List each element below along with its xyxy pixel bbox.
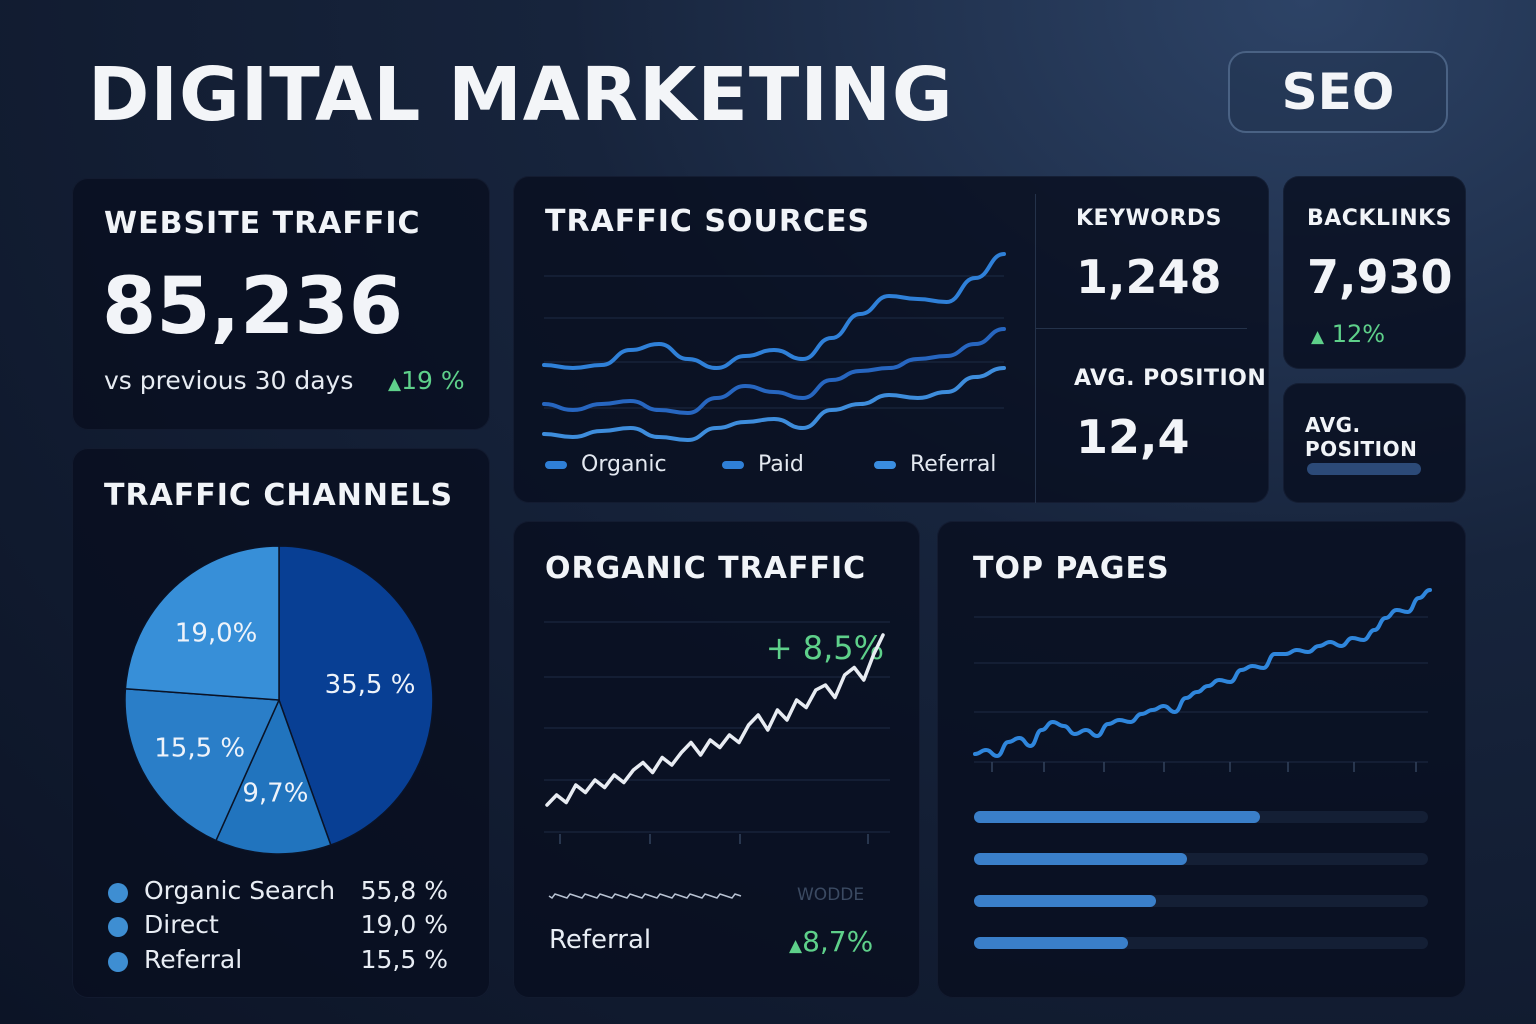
top-page-bar-fill [974, 895, 1156, 907]
legend-referral-label: Referral [910, 452, 997, 477]
website-traffic-change-value: 19 % [401, 366, 465, 395]
traffic-sources-title: TRAFFIC SOURCES [545, 204, 871, 239]
pie-slice [124, 687, 281, 842]
website-traffic-title: WEBSITE TRAFFIC [104, 206, 421, 241]
legend-paid: Paid [722, 452, 804, 477]
legend-referral: Referral [874, 452, 996, 477]
channel-dot [108, 883, 128, 903]
top-page-bar-fill [974, 853, 1188, 865]
referral-sparkline [548, 893, 742, 900]
organic-referral-change-value: 8,7% [802, 925, 874, 958]
traffic-channels-title: TRAFFIC CHANNELS [104, 478, 454, 513]
keywords-position-title: AVG. POSITION [1074, 366, 1267, 391]
pie-slice [124, 545, 280, 701]
legend-organic-swatch [545, 460, 567, 469]
pie-slice [215, 697, 332, 855]
series-line-organic [542, 252, 1006, 371]
keywords-title: KEYWORDS [1076, 206, 1223, 231]
channel-pct: 15,5 % [360, 945, 448, 974]
pie-slice-label: 9,7% [242, 778, 308, 808]
avg-position-title: AVG. POSITION [1305, 413, 1418, 461]
channel-pct: 55,8 % [360, 876, 448, 905]
keywords-divider [1035, 194, 1036, 503]
up-arrow-icon: ▲ [388, 374, 402, 394]
channel-dot [108, 952, 128, 972]
traffic-sources-card: TRAFFIC SOURCES KEYWORDS 1,248 AVG. POSI… [513, 176, 1269, 503]
channel-pct: 19,0 % [360, 910, 448, 939]
top-page-bar [974, 937, 1428, 949]
keywords-hdivider [1035, 328, 1247, 329]
top-page-bar-fill [974, 811, 1261, 823]
organic-referral-change: ▲8,7% [789, 925, 873, 958]
backlinks-card: BACKLINKS 7,930 ▲ 12% [1283, 176, 1466, 369]
channel-name: Direct [144, 910, 219, 939]
organic-traffic-change: + 8,5% [765, 629, 884, 667]
seo-badge[interactable]: SEO [1228, 51, 1448, 133]
channel-name: Referral [144, 945, 243, 974]
series-line-referral [542, 366, 1006, 443]
legend-referral-swatch [874, 460, 896, 469]
pie-slice-label: 19,0% [175, 618, 258, 648]
backlinks-title: BACKLINKS [1307, 206, 1452, 231]
pie-slice [278, 545, 434, 846]
website-traffic-caption: vs previous 30 days [104, 366, 354, 395]
legend-organic-label: Organic [581, 452, 667, 477]
legend-organic: Organic [545, 452, 667, 477]
page-title: DIGITAL MARKETING [88, 52, 954, 138]
organic-traffic-title: ORGANIC TRAFFIC [545, 551, 867, 586]
backlinks-change-value: 12% [1331, 320, 1386, 348]
pie-slice-label: 35,5 % [325, 670, 416, 700]
top-page-bar-fill [974, 937, 1129, 949]
up-arrow-icon: ▲ [789, 936, 803, 956]
website-traffic-value: 85,236 [102, 262, 403, 352]
top-page-bar [974, 811, 1428, 823]
top-page-bar [974, 853, 1428, 865]
top-pages-title: TOP PAGES [973, 551, 1170, 586]
top-pages-line [973, 588, 1432, 759]
organic-faint-label: WODDE [797, 885, 865, 905]
top-pages-card: TOP PAGES [937, 521, 1466, 998]
website-traffic-change: ▲19 % [388, 366, 465, 395]
backlinks-value: 7,930 [1307, 250, 1453, 304]
organic-referral-label: Referral [549, 925, 652, 955]
avg-position-bar [1307, 463, 1497, 475]
legend-paid-label: Paid [758, 452, 804, 477]
organic-traffic-card: ORGANIC TRAFFIC + 8,5% WODDE Referral ▲8… [513, 521, 920, 998]
avg-position-card: AVG. POSITION [1283, 383, 1466, 503]
pie-slice-label: 15,5 % [154, 733, 245, 763]
avg-position-bar-fill [1307, 463, 1421, 475]
up-arrow-icon: ▲ [1311, 327, 1325, 347]
top-page-bar [974, 895, 1428, 907]
series-line-paid [542, 327, 1006, 416]
organic-traffic-line [545, 633, 885, 807]
keywords-position-value: 12,4 [1076, 410, 1190, 464]
backlinks-change: ▲ 12% [1311, 320, 1385, 348]
channel-dot [108, 917, 128, 937]
website-traffic-card: WEBSITE TRAFFIC 85,236 vs previous 30 da… [72, 178, 490, 430]
channel-name: Organic Search [144, 876, 336, 905]
keywords-value: 1,248 [1076, 250, 1222, 304]
legend-paid-swatch [722, 460, 744, 469]
